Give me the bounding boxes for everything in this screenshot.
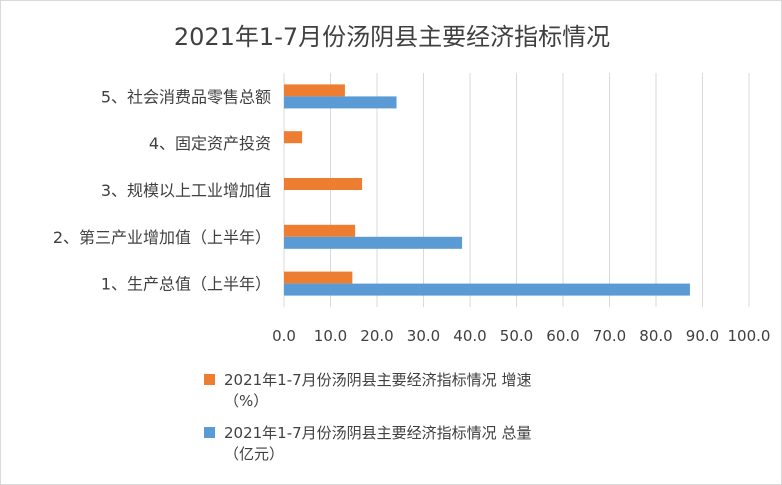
category-label: 4、固定资产投资 (149, 134, 271, 153)
category-labels: 1、生产总值（上半年） 2、第三产业增加值（上半年） 3、规模以上工业增加值 4、固定… (53, 87, 271, 293)
bar-growth (284, 84, 345, 97)
x-tick-label: 90.0 (686, 327, 719, 345)
category-label: 1、生产总值（上半年） (101, 275, 271, 294)
legend-swatch-total (204, 427, 215, 438)
x-tick-label: 20.0 (360, 327, 393, 345)
x-tick-label: 60.0 (546, 327, 579, 345)
bar-growth (284, 131, 303, 144)
category-label: 3、规模以上工业增加值 (101, 181, 271, 200)
x-tick-label: 50.0 (500, 327, 533, 345)
x-tick-label: 80.0 (639, 327, 672, 345)
x-tick-label: 10.0 (314, 327, 347, 345)
x-tick-label: 70.0 (593, 327, 626, 345)
category-label: 5、社会消费品零售总额 (101, 87, 271, 106)
bar-growth (284, 178, 363, 190)
legend-label-total-line1: 2021年1-7月份汤阴县主要经济指标情况 总量 (224, 424, 531, 442)
bars (284, 84, 690, 296)
x-tick-label: 30.0 (407, 327, 440, 345)
legend: 2021年1-7月份汤阴县主要经济指标情况 增速 （%） 2021年1-7月份汤… (204, 371, 531, 463)
x-axis-ticks: 0.0 10.0 20.0 30.0 40.0 50.0 60.0 70.0 80.0 90.0 1… (272, 327, 770, 345)
category-label: 2、第三产业增加值（上半年） (53, 228, 271, 247)
x-tick-label: 100.0 (728, 327, 771, 345)
bar-total (284, 283, 690, 296)
x-tick-label: 0.0 (272, 327, 296, 345)
legend-label-growth-line2: （%） (224, 392, 268, 410)
bar-total (284, 96, 397, 109)
bar-total (284, 236, 463, 249)
legend-label-growth-line1: 2021年1-7月份汤阴县主要经济指标情况 增速 (224, 371, 531, 389)
chart-title: 2021年1-7月份汤阴县主要经济指标情况 (174, 23, 610, 51)
legend-swatch-growth (204, 374, 215, 385)
bar-growth (284, 224, 356, 237)
legend-label-total-line2: （亿元） (224, 445, 284, 463)
gridlines (283, 73, 750, 307)
bar-growth (284, 271, 353, 284)
x-tick-label: 40.0 (453, 327, 486, 345)
